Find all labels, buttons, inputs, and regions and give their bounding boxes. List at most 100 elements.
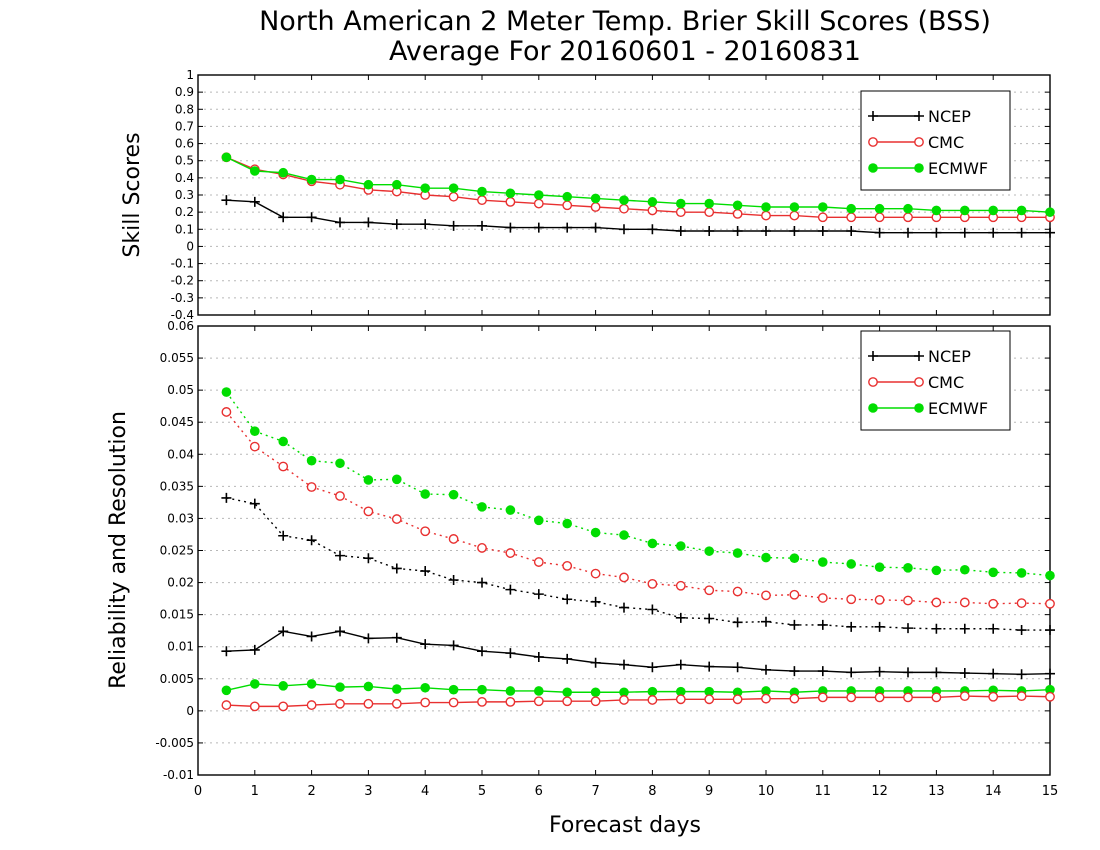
data-point xyxy=(931,692,942,703)
legend-marker xyxy=(868,163,878,173)
data-point xyxy=(221,492,232,503)
series-line xyxy=(226,497,1050,631)
data-point xyxy=(704,207,715,218)
data-point xyxy=(306,174,317,185)
data-point xyxy=(647,205,658,216)
data-point xyxy=(590,687,601,698)
data-point xyxy=(903,623,913,634)
data-point xyxy=(874,594,885,605)
x-tick-label: 13 xyxy=(928,784,945,799)
data-point xyxy=(647,224,658,235)
data-point xyxy=(392,684,402,694)
data-point xyxy=(675,659,686,670)
y-tick-label: 0.6 xyxy=(175,137,194,151)
bottom-y-axis-label: Reliability and Resolution xyxy=(106,411,131,689)
y-tick-label: 0.055 xyxy=(160,351,194,365)
y-tick-label: 0.01 xyxy=(167,640,194,654)
data-point xyxy=(988,567,998,578)
data-point xyxy=(647,695,658,705)
data-point xyxy=(931,623,942,634)
legend-marker xyxy=(868,111,878,121)
data-point xyxy=(817,692,828,703)
data-point xyxy=(306,482,317,492)
panels: 1 0.9 0.8 0.7 0.6 0.5 0.4 0.3 0.2 0.1 0 -0.1 -0.2 -0.… xyxy=(155,68,1058,799)
data-point xyxy=(505,222,516,233)
data-point xyxy=(1016,669,1027,680)
data-point xyxy=(988,598,999,609)
data-point xyxy=(619,203,629,214)
data-point xyxy=(249,441,260,452)
x-tick-label: 4 xyxy=(421,784,429,799)
x-tick-label: 0 xyxy=(194,784,202,799)
data-point xyxy=(505,686,516,696)
data-point xyxy=(448,640,459,651)
y-tick-label: 0.5 xyxy=(175,154,194,168)
data-point xyxy=(675,207,686,218)
y-tick-label: 0.9 xyxy=(175,85,194,99)
data-point xyxy=(306,700,317,710)
data-point xyxy=(221,700,232,710)
data-point xyxy=(817,226,828,236)
data-point xyxy=(704,686,714,697)
data-point xyxy=(562,687,572,698)
y-tick-label: 0 xyxy=(186,239,194,253)
y-tick-label: 0.04 xyxy=(167,447,194,461)
data-point xyxy=(363,633,374,644)
data-point xyxy=(335,626,345,637)
data-point xyxy=(477,186,487,197)
series-line xyxy=(226,695,1051,708)
data-point xyxy=(647,538,658,549)
y-tick-label: 0.7 xyxy=(175,119,194,133)
x-tick-label: 10 xyxy=(758,784,775,799)
legend-label: ECMWF xyxy=(928,399,988,418)
data-point xyxy=(477,646,487,657)
data-point xyxy=(732,200,743,211)
chart-title-line2: Average For 20160601 - 20160831 xyxy=(389,36,861,67)
legend-marker xyxy=(914,403,924,413)
data-point xyxy=(278,530,289,541)
data-point xyxy=(903,667,913,678)
y-tick-label: 0.05 xyxy=(167,383,194,397)
data-point xyxy=(363,681,374,692)
data-point xyxy=(675,694,686,705)
data-point xyxy=(846,203,856,214)
data-point xyxy=(761,664,771,675)
data-point xyxy=(704,661,715,672)
data-point xyxy=(732,617,743,628)
data-point xyxy=(647,197,658,207)
data-point xyxy=(221,646,232,657)
data-point xyxy=(647,604,658,615)
data-point xyxy=(562,222,573,233)
data-point xyxy=(448,534,459,544)
plot-frame xyxy=(197,325,1051,776)
data-point xyxy=(221,195,232,206)
data-point xyxy=(278,212,289,223)
legend-label: NCEP xyxy=(928,347,971,366)
y-tick-label: 0.015 xyxy=(160,608,194,622)
data-point xyxy=(590,657,601,668)
series-ecmwf-solid xyxy=(221,679,1055,698)
series-ecmwf-solid xyxy=(221,152,1055,217)
legend-label: CMC xyxy=(928,373,964,392)
y-tick-label: -0.005 xyxy=(155,736,194,750)
data-point xyxy=(704,613,715,624)
data-point xyxy=(533,696,544,707)
x-tick-label: 1 xyxy=(251,784,259,799)
data-point xyxy=(704,198,714,209)
data-point xyxy=(505,505,516,515)
x-tick-label: 3 xyxy=(364,784,372,799)
legend-marker xyxy=(868,137,878,147)
data-point xyxy=(1045,668,1055,679)
data-point xyxy=(590,202,601,212)
data-point xyxy=(562,696,573,707)
data-point xyxy=(619,602,629,613)
y-tick-label: -0.4 xyxy=(171,308,194,322)
legend-marker xyxy=(914,163,924,173)
data-point xyxy=(675,612,686,623)
series-line xyxy=(226,199,1050,234)
data-point xyxy=(335,174,345,185)
data-point xyxy=(846,212,857,223)
series-line xyxy=(225,411,1051,605)
